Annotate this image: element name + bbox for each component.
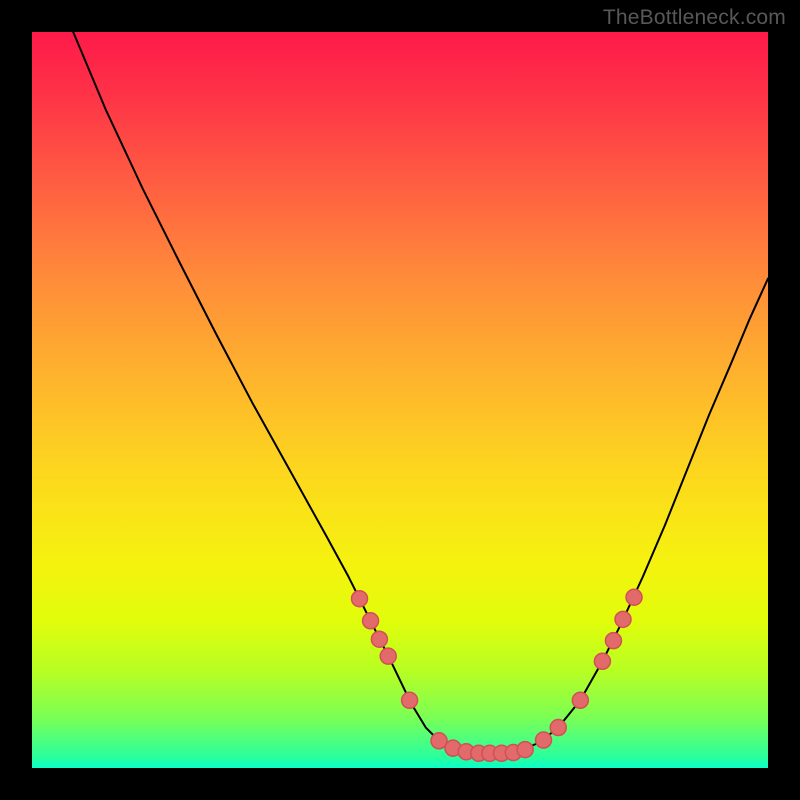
marker-dot [572, 692, 588, 708]
marker-dot [371, 631, 387, 647]
marker-dot [594, 653, 610, 669]
marker-dot [517, 742, 533, 758]
watermark-text: TheBottleneck.com [603, 6, 786, 30]
marker-dot [352, 591, 368, 607]
bottleneck-curve [73, 32, 768, 753]
chart-plot-area [32, 32, 768, 768]
marker-dot [402, 692, 418, 708]
marker-group [352, 589, 643, 761]
chart-svg-layer [32, 32, 768, 768]
marker-dot [536, 732, 552, 748]
marker-dot [605, 633, 621, 649]
marker-dot [615, 611, 631, 627]
marker-dot [626, 589, 642, 605]
marker-dot [550, 720, 566, 736]
marker-dot [380, 648, 396, 664]
marker-dot [363, 613, 379, 629]
